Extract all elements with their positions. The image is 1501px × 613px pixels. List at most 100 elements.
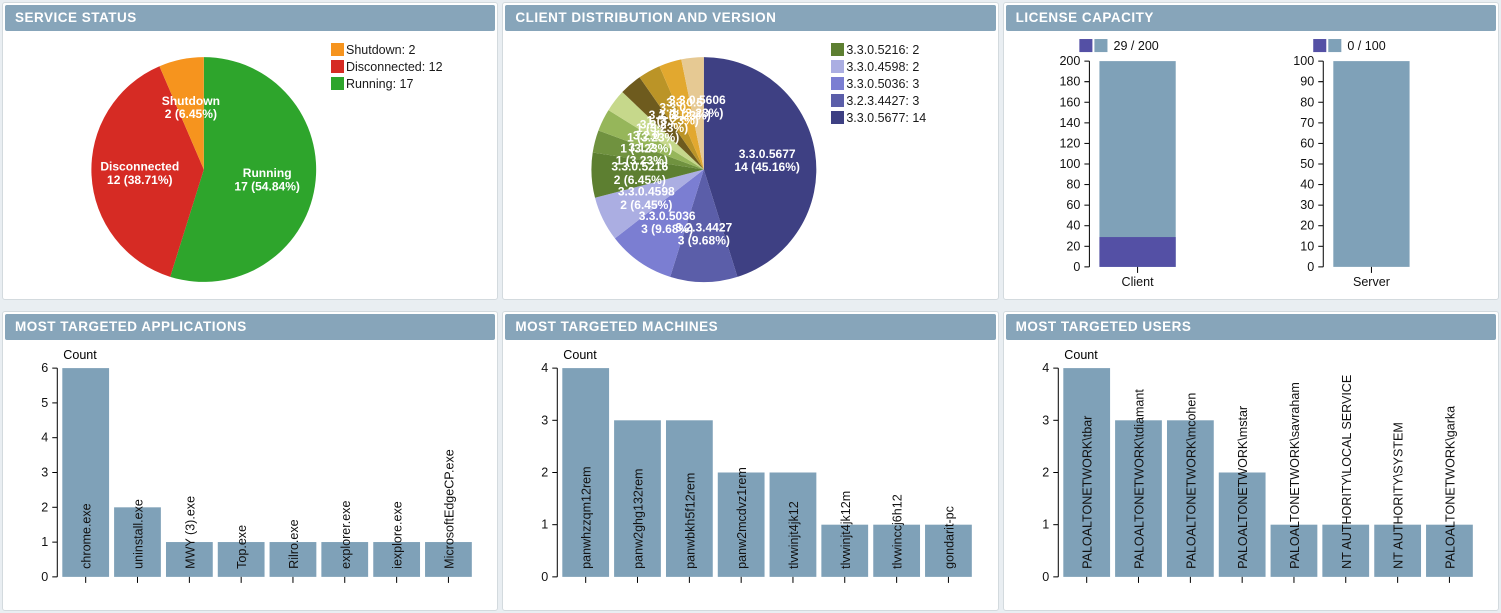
service-status-legend: Shutdown: 2 Disconnected: 12 Running: 17 — [331, 41, 443, 92]
license-capacity-chart[interactable]: 0 20 40 60 80 100 120 140 160 180 200 Client 29 / 20… — [1004, 31, 1498, 299]
used-bar-Client[interactable] — [1099, 237, 1176, 267]
y-tick-label: 30 — [1300, 198, 1314, 212]
y-tick-label: 200 — [1059, 54, 1080, 68]
y-tick-label: 2 — [542, 466, 549, 480]
bar-PALOALTONETWORK\mcohen[interactable] — [1166, 420, 1214, 577]
y-tick-label: 80 — [1300, 95, 1314, 109]
bar-MicrosoftEdgeCP.exe[interactable] — [425, 542, 472, 577]
bar-PALOALTONETWORK\tbar[interactable] — [1062, 368, 1110, 577]
client-distribution-pie-chart[interactable]: 3.3.0.5677 14 (45.16%) 3.2.3.4427 3 (9.68%)… — [503, 31, 997, 299]
capacity-bar-Server[interactable] — [1332, 61, 1410, 267]
x-axis-label-Server: Server — [1353, 275, 1390, 289]
x-axis-label-Client: Client — [1121, 275, 1154, 289]
panel-body-most-targeted-machines: 0 1 2 3 4 Count panwhzzqm12rem panw2ghg132rem pa… — [503, 340, 997, 610]
bar-category-label: PALOALTONETWORK\mstar — [1236, 406, 1250, 569]
pie-slice-3.3.0.5677[interactable] — [704, 57, 817, 277]
legend-item: 3.3.0.5216: 2 — [831, 41, 926, 58]
bar-category-label: Top.exe — [235, 525, 249, 569]
bar-PALOALTONETWORK\tdiamant[interactable] — [1114, 420, 1162, 577]
y-tick-label: 140 — [1059, 116, 1080, 130]
legend-label: 3.3.0.4598: 2 — [846, 59, 920, 74]
pie-slice-Shutdown[interactable] — [159, 57, 204, 170]
y-tick-label: 0 — [542, 570, 549, 584]
bar-Top.exe[interactable] — [217, 542, 265, 577]
pie-slice-label: Running 17 (54.84%) — [234, 166, 300, 193]
y-tick-label: 40 — [1300, 178, 1314, 192]
service-status-pie-chart[interactable]: Running 17 (54.84%) Disconnected 12 (38.71%… — [3, 31, 497, 299]
bar-explorer.exe[interactable] — [321, 542, 369, 577]
targeted-applications-bar-chart[interactable]: 0 1 2 3 4 5 6 Count chrome.exe uninstall.exe MWY (… — [3, 340, 497, 610]
bar-category-label: PALOALTONETWORK\tbar — [1080, 416, 1094, 569]
capacity-bar-Client[interactable] — [1099, 61, 1176, 267]
legend-color-swatch — [831, 77, 845, 90]
pie-slice-3.3.0.5216[interactable] — [591, 152, 705, 198]
pie-slice-Running[interactable] — [170, 57, 317, 282]
bar-iexplore.exe[interactable] — [373, 542, 421, 577]
bar-category-label: tlvwinccj6h12 — [891, 494, 905, 569]
panel-body-service-status: Running 17 (54.84%) Disconnected 12 (38.71%… — [3, 31, 497, 299]
legend-item: Running: 17 — [331, 75, 443, 92]
y-tick-label: 1 — [41, 535, 48, 549]
pie-slice-3.3.0.4598[interactable] — [595, 169, 705, 239]
bar-category-label: explorer.exe — [339, 501, 353, 569]
pie-slice-3.3.0.5036[interactable] — [615, 169, 705, 277]
panel-most-targeted-applications: MOST TARGETED APPLICATIONS 0 1 2 3 4 5 6 Count c… — [2, 311, 499, 611]
panel-header-most-targeted-applications: MOST TARGETED APPLICATIONS — [5, 314, 496, 340]
pie-slice-3.3.0[interactable] — [639, 66, 705, 170]
bar-NT AUTHORITY\LOCAL SERVICE[interactable] — [1322, 524, 1369, 577]
pie-slice-label: 3.2.2 1 (3.23%) — [627, 117, 679, 144]
panel-body-client-distribution: 3.3.0.5677 14 (45.16%) 3.2.3.4427 3 (9.68%)… — [503, 31, 997, 299]
bar-chrome.exe[interactable] — [62, 368, 110, 577]
bar-panw2mcdvz1rem[interactable] — [718, 472, 765, 577]
targeted-users-bar-chart[interactable]: 0 1 2 3 4 Count PALOALTONETWORK\tbar PALOALTONE… — [1004, 340, 1498, 610]
legend-item: Disconnected: 12 — [331, 58, 443, 75]
bar-category-label: uninstall.exe — [132, 499, 146, 569]
pie-slice-3.3.0.5[interactable] — [659, 59, 705, 170]
pie-slice-3.2.0[interactable] — [598, 110, 705, 170]
legend-color-swatch — [1312, 39, 1326, 53]
legend-color-swatch — [331, 43, 344, 56]
bar-tlvwinjt4jk12[interactable] — [769, 472, 817, 577]
pie-slice-3.2.3[interactable] — [622, 77, 705, 170]
pie-slice-label: 3.2.3 1 (3.23%) — [636, 108, 688, 135]
pie-slice-Disconnected[interactable] — [91, 66, 204, 277]
y-tick-label: 80 — [1066, 178, 1080, 192]
panel-title: MOST TARGETED USERS — [1015, 319, 1192, 334]
pie-slice-3.1.2[interactable] — [593, 130, 705, 170]
pie-slice-label: 3.2.3.4427 3 (9.68%) — [676, 221, 733, 248]
y-tick-label: 3 — [41, 466, 48, 480]
legend-label: Disconnected: 12 — [346, 59, 443, 74]
pie-slice-3.3.0.5606[interactable] — [681, 57, 705, 170]
pie-slice-label: 3.3.0.5677 14 (45.16%) — [735, 147, 801, 174]
bar-PALOALTONETWORK\savraham[interactable] — [1270, 524, 1317, 577]
y-tick-label: 50 — [1300, 157, 1314, 171]
bar-category-label: PALOALTONETWORK\savraham — [1288, 382, 1302, 569]
y-tick-label: 0 — [41, 570, 48, 584]
bar-gondarit-pc[interactable] — [925, 524, 973, 577]
bar-tlvwinccj6h12[interactable] — [873, 524, 921, 577]
bar-tlvwinjt4jk12m[interactable] — [821, 524, 869, 577]
bar-NT AUTHORITY\SYSTEM[interactable] — [1373, 524, 1421, 577]
pie-slice-3.2.2[interactable] — [608, 92, 705, 170]
targeted-machines-bar-chart[interactable]: 0 1 2 3 4 Count panwhzzqm12rem panw2ghg132rem pa… — [503, 340, 997, 610]
bar-PALOALTONETWORK\mstar[interactable] — [1218, 472, 1266, 577]
bar-panwbkh5f12rem[interactable] — [666, 420, 714, 577]
panel-body-most-targeted-applications: 0 1 2 3 4 5 6 Count chrome.exe uninstall.exe MWY (… — [3, 340, 497, 610]
bar-panw2ghg132rem[interactable] — [614, 420, 662, 577]
legend-label: 0 / 100 — [1347, 39, 1385, 53]
panel-body-most-targeted-users: 0 1 2 3 4 Count PALOALTONETWORK\tbar PALOALTONE… — [1004, 340, 1498, 610]
bar-category-label: Rilro.exe — [287, 519, 301, 568]
bar-uninstall.exe[interactable] — [114, 507, 161, 577]
bar-MWY (3).exe[interactable] — [165, 542, 213, 577]
bar-PALOALTONETWORK\garka[interactable] — [1425, 524, 1473, 577]
panel-header-service-status: SERVICE STATUS — [5, 5, 496, 31]
legend-label: 3.3.0.5677: 14 — [846, 110, 927, 125]
panel-license-capacity: LICENSE CAPACITY 0 20 40 60 80 100 120 140 160 18… — [1002, 2, 1499, 300]
bar-category-label: MicrosoftEdgeCP.exe — [442, 449, 456, 569]
pie-slice-label: 3.2.0 1 (3.23%) — [621, 128, 673, 155]
pie-slice-3.2.3.4427[interactable] — [670, 169, 738, 282]
bar-panwhzzqm12rem[interactable] — [562, 368, 610, 577]
pie-slice-label: 3.3.0 1 (3.23%) — [647, 100, 699, 127]
bar-Rilro.exe[interactable] — [269, 542, 317, 577]
